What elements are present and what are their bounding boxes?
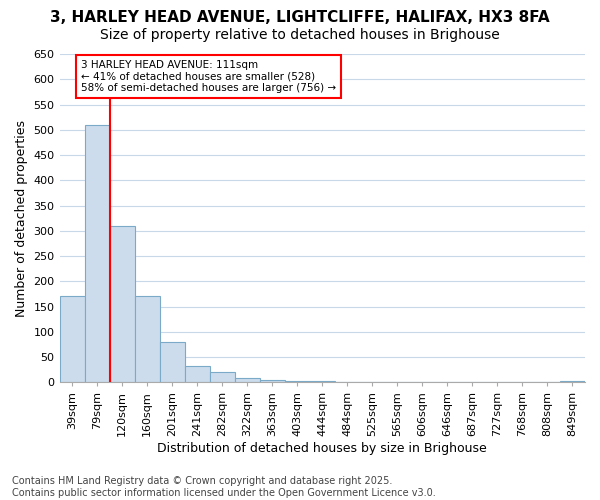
Bar <box>260 380 285 382</box>
Text: 3 HARLEY HEAD AVENUE: 111sqm
← 41% of detached houses are smaller (528)
58% of s: 3 HARLEY HEAD AVENUE: 111sqm ← 41% of de… <box>81 60 336 94</box>
Text: 3, HARLEY HEAD AVENUE, LIGHTCLIFFE, HALIFAX, HX3 8FA: 3, HARLEY HEAD AVENUE, LIGHTCLIFFE, HALI… <box>50 10 550 25</box>
Text: Contains HM Land Registry data © Crown copyright and database right 2025.
Contai: Contains HM Land Registry data © Crown c… <box>12 476 436 498</box>
Bar <box>85 124 110 382</box>
X-axis label: Distribution of detached houses by size in Brighouse: Distribution of detached houses by size … <box>157 442 487 455</box>
Bar <box>285 381 310 382</box>
Bar <box>235 378 260 382</box>
Bar <box>134 296 160 382</box>
Y-axis label: Number of detached properties: Number of detached properties <box>15 120 28 316</box>
Bar <box>185 366 209 382</box>
Bar <box>160 342 185 382</box>
Text: Size of property relative to detached houses in Brighouse: Size of property relative to detached ho… <box>100 28 500 42</box>
Bar <box>110 226 134 382</box>
Bar <box>209 372 235 382</box>
Bar <box>59 296 85 382</box>
